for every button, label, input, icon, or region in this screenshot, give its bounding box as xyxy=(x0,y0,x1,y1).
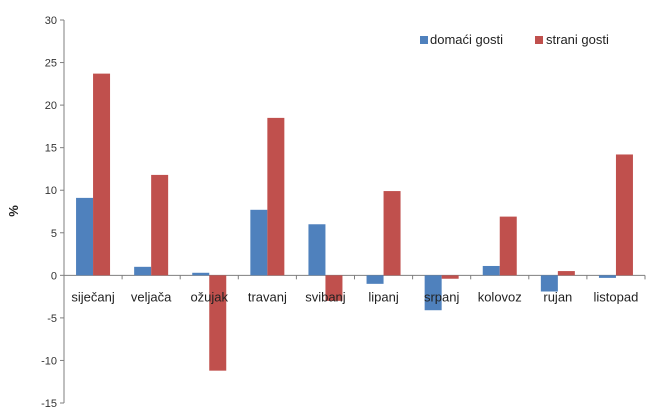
bar-strani-gosti xyxy=(267,117,285,276)
legend-swatch-domaci-gosti xyxy=(420,36,428,44)
y-tick-label: 10 xyxy=(45,185,57,197)
x-category-label: ožujak xyxy=(190,289,228,304)
bar-domaci-gosti xyxy=(308,224,326,276)
x-category-label: listopad xyxy=(594,289,639,304)
bar-domaci-gosti xyxy=(192,272,210,276)
bar-domaci-gosti xyxy=(76,197,94,276)
bar-domaci-gosti xyxy=(424,275,442,311)
bar-strani-gosti xyxy=(209,275,227,371)
x-category-label: travanj xyxy=(248,289,287,304)
y-tick-label: 5 xyxy=(51,228,57,240)
bar-domaci-gosti xyxy=(540,275,558,292)
bar-domaci-gosti xyxy=(366,275,384,284)
bar-strani-gosti xyxy=(499,216,517,276)
bar-strani-gosti xyxy=(325,275,343,301)
axes xyxy=(60,19,646,404)
y-tick-label: 0 xyxy=(51,270,57,282)
bar-strani-gosti xyxy=(151,174,169,276)
legend-swatch-strani-gosti xyxy=(535,36,543,44)
x-category-label: svibanj xyxy=(305,289,346,304)
bar-domaci-gosti xyxy=(598,275,616,278)
legend-label-strani-gosti: strani gosti xyxy=(546,32,609,47)
bar-strani-gosti xyxy=(441,275,459,279)
y-tick-label: 20 xyxy=(45,100,57,112)
y-tick-label: 25 xyxy=(45,58,57,70)
bar-domaci-gosti xyxy=(134,266,152,276)
x-category-label: kolovoz xyxy=(478,289,522,304)
bar-strani-gosti xyxy=(383,191,401,276)
labels: 30 25 20 15 10 5 0 -5 -10 -15 siječanj veljača ožuja… xyxy=(41,15,638,410)
y-tick-label: -15 xyxy=(41,398,57,410)
legend-label-domaci-gosti: domaći gosti xyxy=(430,32,503,47)
y-tick-label: 15 xyxy=(45,143,57,155)
x-category-label: lipanj xyxy=(368,289,398,304)
bar-strani-gosti xyxy=(93,73,111,276)
bars xyxy=(76,73,633,371)
bar-strani-gosti xyxy=(557,271,575,276)
y-tick-label: 30 xyxy=(45,15,57,27)
x-category-label: srpanj xyxy=(424,289,460,304)
y-axis-title: % xyxy=(6,205,21,217)
x-category-label: siječanj xyxy=(71,289,114,304)
bar-domaci-gosti xyxy=(250,209,268,276)
y-tick-label: -10 xyxy=(41,355,57,367)
bar-domaci-gosti xyxy=(482,265,500,276)
x-category-label: veljača xyxy=(131,289,172,304)
bar-strani-gosti xyxy=(615,154,633,276)
y-tick-label: -5 xyxy=(47,313,57,325)
x-category-label: rujan xyxy=(543,289,572,304)
legend: domaći gosti strani gosti xyxy=(420,32,609,47)
